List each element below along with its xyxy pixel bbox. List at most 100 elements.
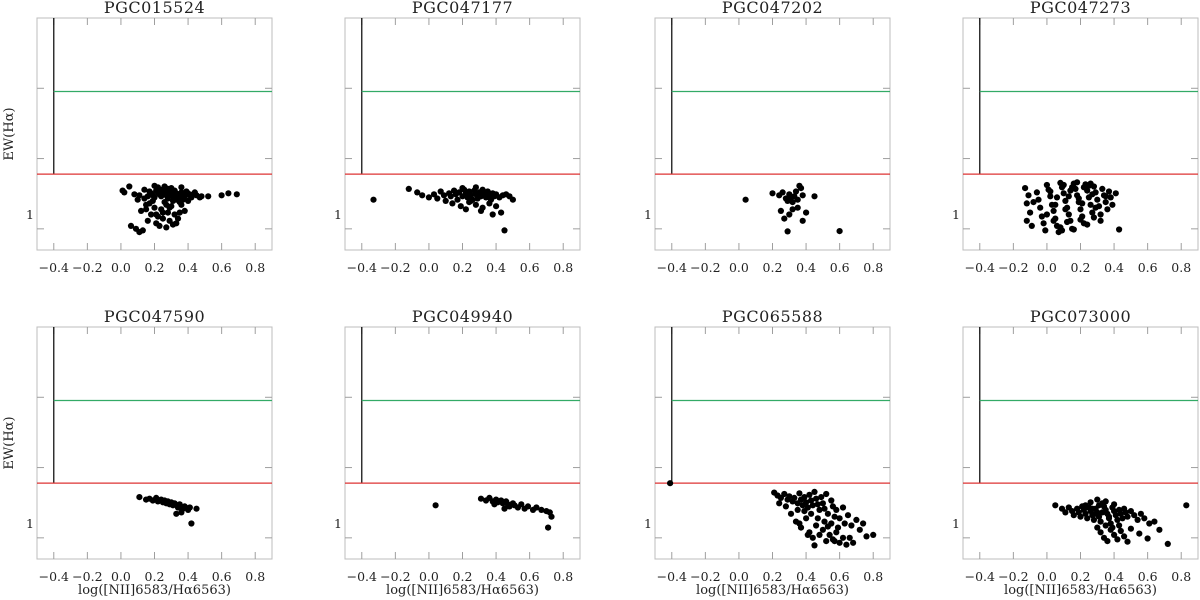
x-tick-label: 0.2	[145, 569, 165, 584]
x-tick-label: 0.8	[1171, 569, 1191, 584]
y-axis-label: EW(Hα)	[2, 416, 17, 469]
data-point	[787, 510, 795, 517]
data-point	[454, 196, 461, 203]
reference-lines	[345, 327, 580, 484]
x-ticks: −0.4 −0.2 0.0 0.2 0.4 0.6 0.8	[963, 18, 1198, 275]
reference-lines	[655, 18, 890, 175]
data-point	[501, 505, 508, 512]
data-point	[545, 524, 552, 531]
data-point	[169, 221, 177, 228]
x-tick-label: 0.0	[1037, 569, 1057, 584]
data-point	[1070, 512, 1077, 519]
x-tick-label: 0.2	[145, 260, 165, 275]
data-point	[1114, 536, 1121, 543]
data-point	[1050, 207, 1057, 214]
data-point	[769, 190, 776, 197]
data-point	[1089, 505, 1096, 512]
data-point	[1033, 189, 1040, 196]
data-point	[1094, 524, 1101, 531]
data-point	[138, 207, 145, 214]
data-point	[498, 209, 505, 216]
scatter-points	[1052, 496, 1190, 548]
data-point	[166, 204, 173, 211]
y-tick-label: 1	[952, 207, 960, 222]
data-point	[174, 215, 182, 222]
y-tick-label: 1	[334, 516, 342, 531]
data-point	[141, 195, 148, 202]
data-point	[792, 188, 800, 195]
data-point	[1035, 196, 1042, 203]
data-point	[804, 531, 811, 539]
x-tick-label: 0.4	[1104, 569, 1124, 584]
data-point	[168, 185, 175, 192]
data-point	[1164, 540, 1171, 548]
data-point	[1060, 181, 1067, 189]
data-point	[796, 520, 803, 527]
data-point	[1077, 513, 1084, 520]
x-tick-label: 0.8	[245, 569, 265, 584]
data-point	[1121, 533, 1128, 540]
data-point	[186, 504, 193, 511]
data-point	[1114, 516, 1121, 524]
data-point	[1105, 188, 1113, 195]
y-tick-label: 1	[952, 516, 960, 531]
data-point	[1117, 527, 1124, 535]
data-point	[153, 211, 160, 218]
data-point	[1043, 211, 1050, 218]
data-point	[841, 520, 848, 527]
data-point	[188, 520, 195, 527]
panel-title: PGC047177	[412, 0, 513, 17]
data-point	[493, 203, 500, 210]
data-point	[1077, 216, 1084, 223]
data-point	[126, 183, 133, 190]
data-point	[1104, 538, 1111, 545]
data-point	[836, 228, 843, 235]
data-point	[442, 197, 449, 204]
data-point	[1038, 213, 1045, 220]
x-tick-label: 0.6	[830, 260, 850, 275]
data-point	[808, 510, 815, 517]
scatter-points	[1022, 179, 1123, 236]
x-tick-label: −0.4	[657, 260, 687, 275]
x-tick-label: −0.2	[72, 260, 102, 275]
data-point	[472, 201, 479, 208]
x-tick-label: 0.8	[863, 569, 883, 584]
data-point	[839, 534, 847, 541]
panel-4: PGC047273 1 −0.4 −0.2 0.0 0.2 0.4 0.6 0.8	[952, 0, 1199, 275]
panel-1: PGC015524 EW(Hα) 1 −0.4 −0.2 0.0 0.2 0.4 0.6 0…	[2, 0, 273, 275]
data-point	[824, 510, 832, 517]
data-point	[1109, 201, 1116, 208]
x-tick-label: 0.8	[1171, 260, 1191, 275]
data-point	[819, 526, 827, 533]
x-tick-label: 0.6	[212, 569, 232, 584]
data-point	[836, 539, 843, 546]
data-point	[1112, 190, 1119, 197]
data-point	[462, 206, 469, 213]
data-point	[803, 499, 810, 506]
data-point	[1092, 510, 1099, 517]
data-point	[1144, 535, 1151, 542]
data-point	[1025, 192, 1032, 199]
data-point	[196, 194, 203, 201]
data-point	[1023, 217, 1030, 224]
data-point	[467, 197, 474, 204]
y-tick-label: 1	[334, 207, 342, 222]
y-tick-label: 1	[644, 516, 652, 531]
data-point	[797, 185, 805, 192]
panel-title: PGC049940	[412, 307, 513, 326]
x-tick-label: −0.4	[39, 260, 69, 275]
x-tick-label: −0.4	[965, 569, 995, 584]
data-point	[159, 215, 166, 222]
x-tick-label: 0.0	[419, 569, 439, 584]
panel-title: PGC047273	[1030, 0, 1131, 17]
x-ticks: −0.4 −0.2 0.0 0.2 0.4 0.6 0.8	[37, 327, 272, 584]
data-point	[833, 506, 840, 513]
data-point	[1124, 513, 1131, 520]
data-point	[169, 197, 177, 204]
data-point	[432, 502, 439, 509]
x-ticks: −0.4 −0.2 0.0 0.2 0.4 0.6 0.8	[963, 327, 1198, 584]
data-point	[533, 504, 540, 511]
data-point	[1102, 522, 1109, 529]
data-point	[1111, 531, 1118, 539]
data-point	[816, 506, 823, 513]
